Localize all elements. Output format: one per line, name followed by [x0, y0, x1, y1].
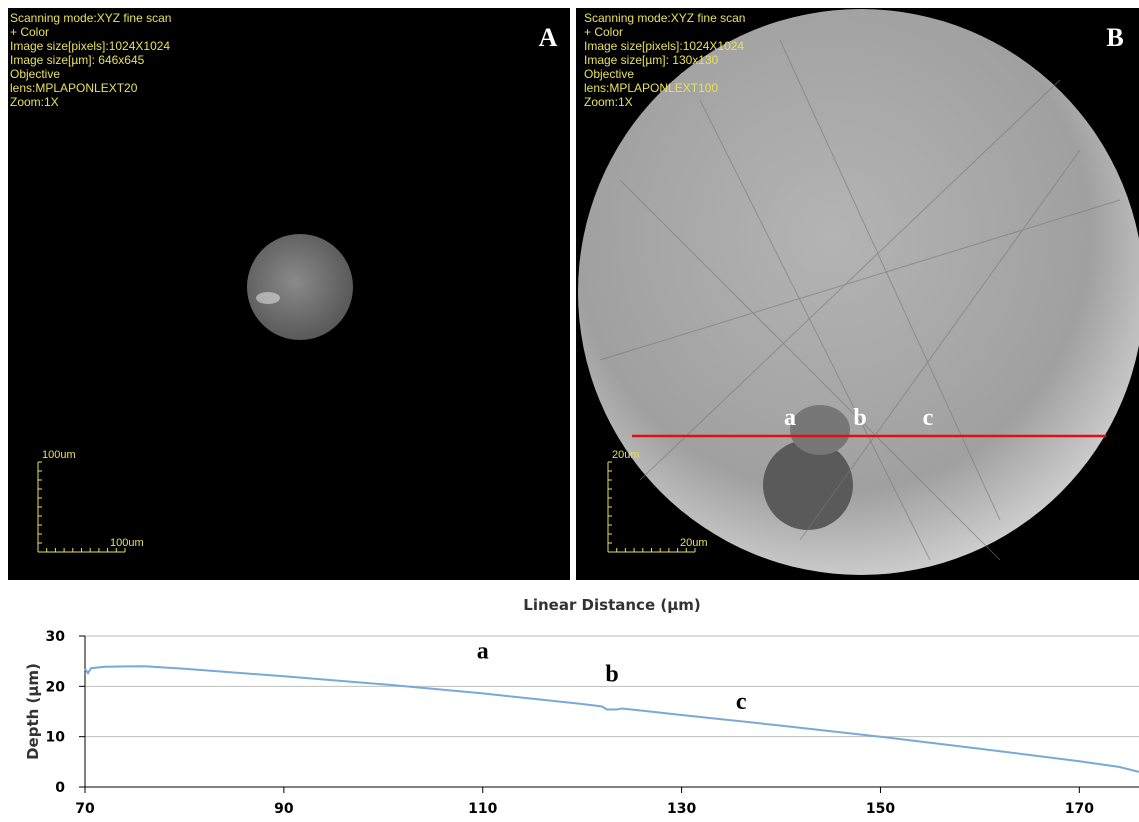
info-line: Image size[µm]: 646x645 [10, 53, 145, 67]
profile-marker: a [784, 405, 796, 431]
info-line: + Color [584, 25, 623, 39]
scale-label: 100um [42, 449, 76, 461]
scale-label: 100um [110, 537, 144, 549]
annotation: b [605, 661, 618, 687]
panel-letter: A [539, 23, 558, 52]
x-tick-label: 170 [1065, 801, 1094, 817]
defect-b2 [790, 405, 850, 455]
y-tick-label: 0 [55, 780, 65, 796]
axis-title: Linear Distance (µm) [523, 596, 700, 614]
info-line: Objective [584, 67, 634, 81]
info-line: lens:MPLAPONLEXT20 [10, 81, 138, 95]
profile-marker: b [853, 405, 866, 431]
panel-letter: B [1106, 23, 1123, 52]
annotation: a [477, 639, 489, 665]
y-tick-label: 20 [46, 679, 66, 695]
info-line: Image size[pixels]:1024X1024 [10, 39, 170, 53]
page: {"panels": [ {"letter": "A", "info": ["S… [0, 0, 1139, 822]
info-line: lens:MPLAPONLEXT100 [584, 81, 718, 95]
x-tick-label: 130 [667, 801, 696, 817]
info-line: Objective [10, 67, 60, 81]
figure: Scanning mode:XYZ fine scan+ ColorImage … [0, 0, 1139, 822]
scale-label: 20um [680, 537, 708, 549]
info-line: Image size[pixels]:1024X1024 [584, 39, 744, 53]
info-line: Scanning mode:XYZ fine scan [584, 11, 745, 25]
info-line: Image size[µm]: 130x130 [584, 53, 719, 67]
x-tick-label: 110 [468, 801, 497, 817]
axis-title: Depth (µm) [24, 663, 42, 760]
annotation: c [736, 689, 747, 715]
info-line: + Color [10, 25, 49, 39]
info-line: Zoom:1X [584, 95, 633, 109]
y-tick-label: 30 [46, 629, 66, 645]
x-tick-label: 150 [866, 801, 895, 817]
sample-a [247, 234, 353, 340]
x-tick-label: 90 [274, 801, 294, 817]
info-line: Scanning mode:XYZ fine scan [10, 11, 171, 25]
scale-label: 20um [612, 449, 640, 461]
x-tick-label: 70 [75, 801, 95, 817]
y-tick-label: 10 [46, 730, 66, 746]
profile-marker: c [923, 405, 934, 431]
defect-a [256, 292, 280, 304]
info-line: Zoom:1X [10, 95, 59, 109]
